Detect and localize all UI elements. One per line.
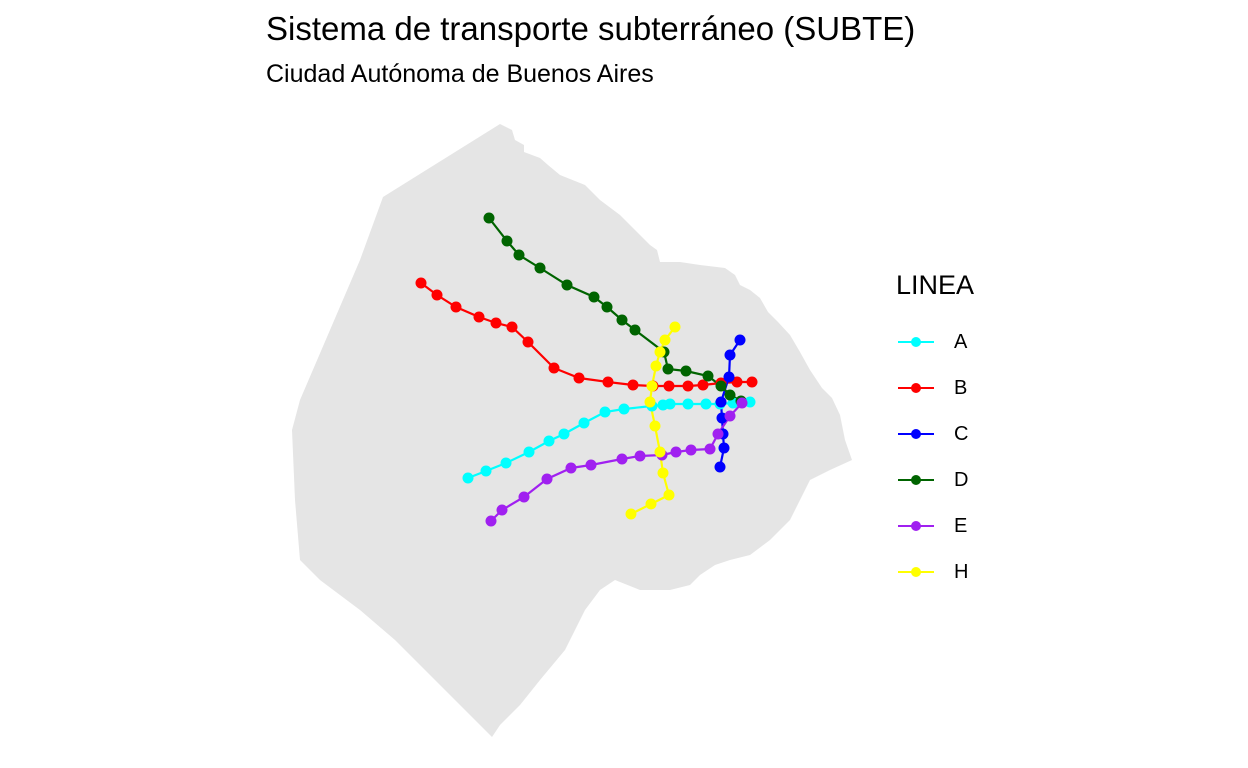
station-e-15 — [736, 397, 748, 409]
legend-key-icon — [896, 516, 936, 536]
station-e-2 — [496, 504, 508, 516]
station-h-7 — [644, 396, 656, 408]
station-e-3 — [518, 491, 530, 503]
station-a-1 — [462, 472, 474, 484]
station-a-17 — [744, 396, 756, 408]
station-h-1 — [625, 508, 637, 520]
map-subtitle: Ciudad Autónoma de Buenos Aires — [266, 60, 654, 88]
legend-key-icon — [896, 470, 936, 490]
legend-item-h: H — [896, 549, 974, 595]
legend-item-b: B — [896, 365, 974, 411]
station-d-7 — [601, 301, 613, 313]
station-c-4 — [715, 396, 727, 408]
station-e-5 — [565, 462, 577, 474]
station-a-9 — [618, 403, 630, 415]
legend-label: D — [954, 468, 969, 491]
station-d-6 — [588, 291, 600, 303]
station-c-7 — [718, 442, 730, 454]
station-e-6 — [585, 459, 597, 471]
station-b-17 — [731, 376, 743, 388]
station-c-8 — [714, 461, 726, 473]
station-e-14 — [724, 410, 736, 422]
station-h-8 — [646, 380, 658, 392]
station-c-3 — [723, 371, 735, 383]
legend-label: E — [954, 514, 968, 537]
station-e-4 — [541, 473, 553, 485]
station-d-14 — [715, 380, 727, 392]
station-a-4 — [523, 446, 535, 458]
subte-line-d — [488, 217, 742, 402]
station-d-4 — [534, 262, 546, 274]
station-h-11 — [659, 334, 671, 346]
legend-key-icon — [896, 378, 936, 398]
legend-label: C — [954, 422, 969, 445]
legend-label: H — [954, 560, 969, 583]
station-h-5 — [654, 446, 666, 458]
station-a-7 — [578, 417, 590, 429]
legend-item-c: C — [896, 411, 974, 457]
station-e-12 — [704, 443, 716, 455]
station-b-18 — [746, 376, 758, 388]
station-e-11 — [685, 444, 697, 456]
station-a-5 — [543, 435, 555, 447]
station-d-9 — [629, 324, 641, 336]
station-h-4 — [657, 467, 669, 479]
legend-label: A — [954, 330, 968, 353]
station-b-6 — [506, 321, 518, 333]
station-h-10 — [654, 346, 666, 358]
station-h-12 — [669, 321, 681, 333]
station-e-13 — [712, 428, 724, 440]
station-d-15 — [724, 389, 736, 401]
station-a-14 — [700, 398, 712, 410]
legend-item-a: A — [896, 319, 974, 365]
station-h-3 — [663, 489, 675, 501]
station-d-13 — [702, 370, 714, 382]
station-e-8 — [634, 450, 646, 462]
legend-item-d: D — [896, 457, 974, 503]
station-a-8 — [599, 406, 611, 418]
station-b-4 — [473, 311, 485, 323]
station-b-5 — [490, 317, 502, 329]
station-e-1 — [485, 515, 497, 527]
station-h-6 — [649, 420, 661, 432]
station-d-12 — [680, 365, 692, 377]
station-d-11 — [662, 363, 674, 375]
station-a-6 — [558, 428, 570, 440]
station-h-2 — [645, 498, 657, 510]
station-e-7 — [616, 453, 628, 465]
legend-title: LINEA — [896, 270, 975, 300]
station-a-13 — [682, 398, 694, 410]
map-title: Sistema de transporte subterráneo (SUBTE… — [266, 10, 916, 47]
station-d-2 — [501, 235, 513, 247]
station-c-2 — [724, 349, 736, 361]
station-d-1 — [483, 212, 495, 224]
station-b-11 — [627, 379, 639, 391]
station-d-3 — [513, 249, 525, 261]
legend-key-icon — [896, 562, 936, 582]
station-b-14 — [682, 380, 694, 392]
station-b-13 — [663, 380, 675, 392]
station-h-9 — [650, 360, 662, 372]
station-b-10 — [602, 376, 614, 388]
station-b-8 — [548, 362, 560, 374]
legend-key-icon — [896, 424, 936, 444]
station-a-3 — [500, 457, 512, 469]
station-b-3 — [450, 301, 462, 313]
legend-item-e: E — [896, 503, 974, 549]
station-b-2 — [431, 289, 443, 301]
station-b-15 — [697, 379, 709, 391]
station-b-7 — [522, 336, 534, 348]
legend-label: B — [954, 376, 968, 399]
legend-key-icon — [896, 332, 936, 352]
station-e-10 — [670, 446, 682, 458]
station-b-9 — [573, 372, 585, 384]
station-a-2 — [480, 465, 492, 477]
station-b-1 — [415, 277, 427, 289]
station-a-12 — [664, 398, 676, 410]
station-c-1 — [734, 334, 746, 346]
station-d-8 — [616, 314, 628, 326]
station-d-5 — [561, 279, 573, 291]
